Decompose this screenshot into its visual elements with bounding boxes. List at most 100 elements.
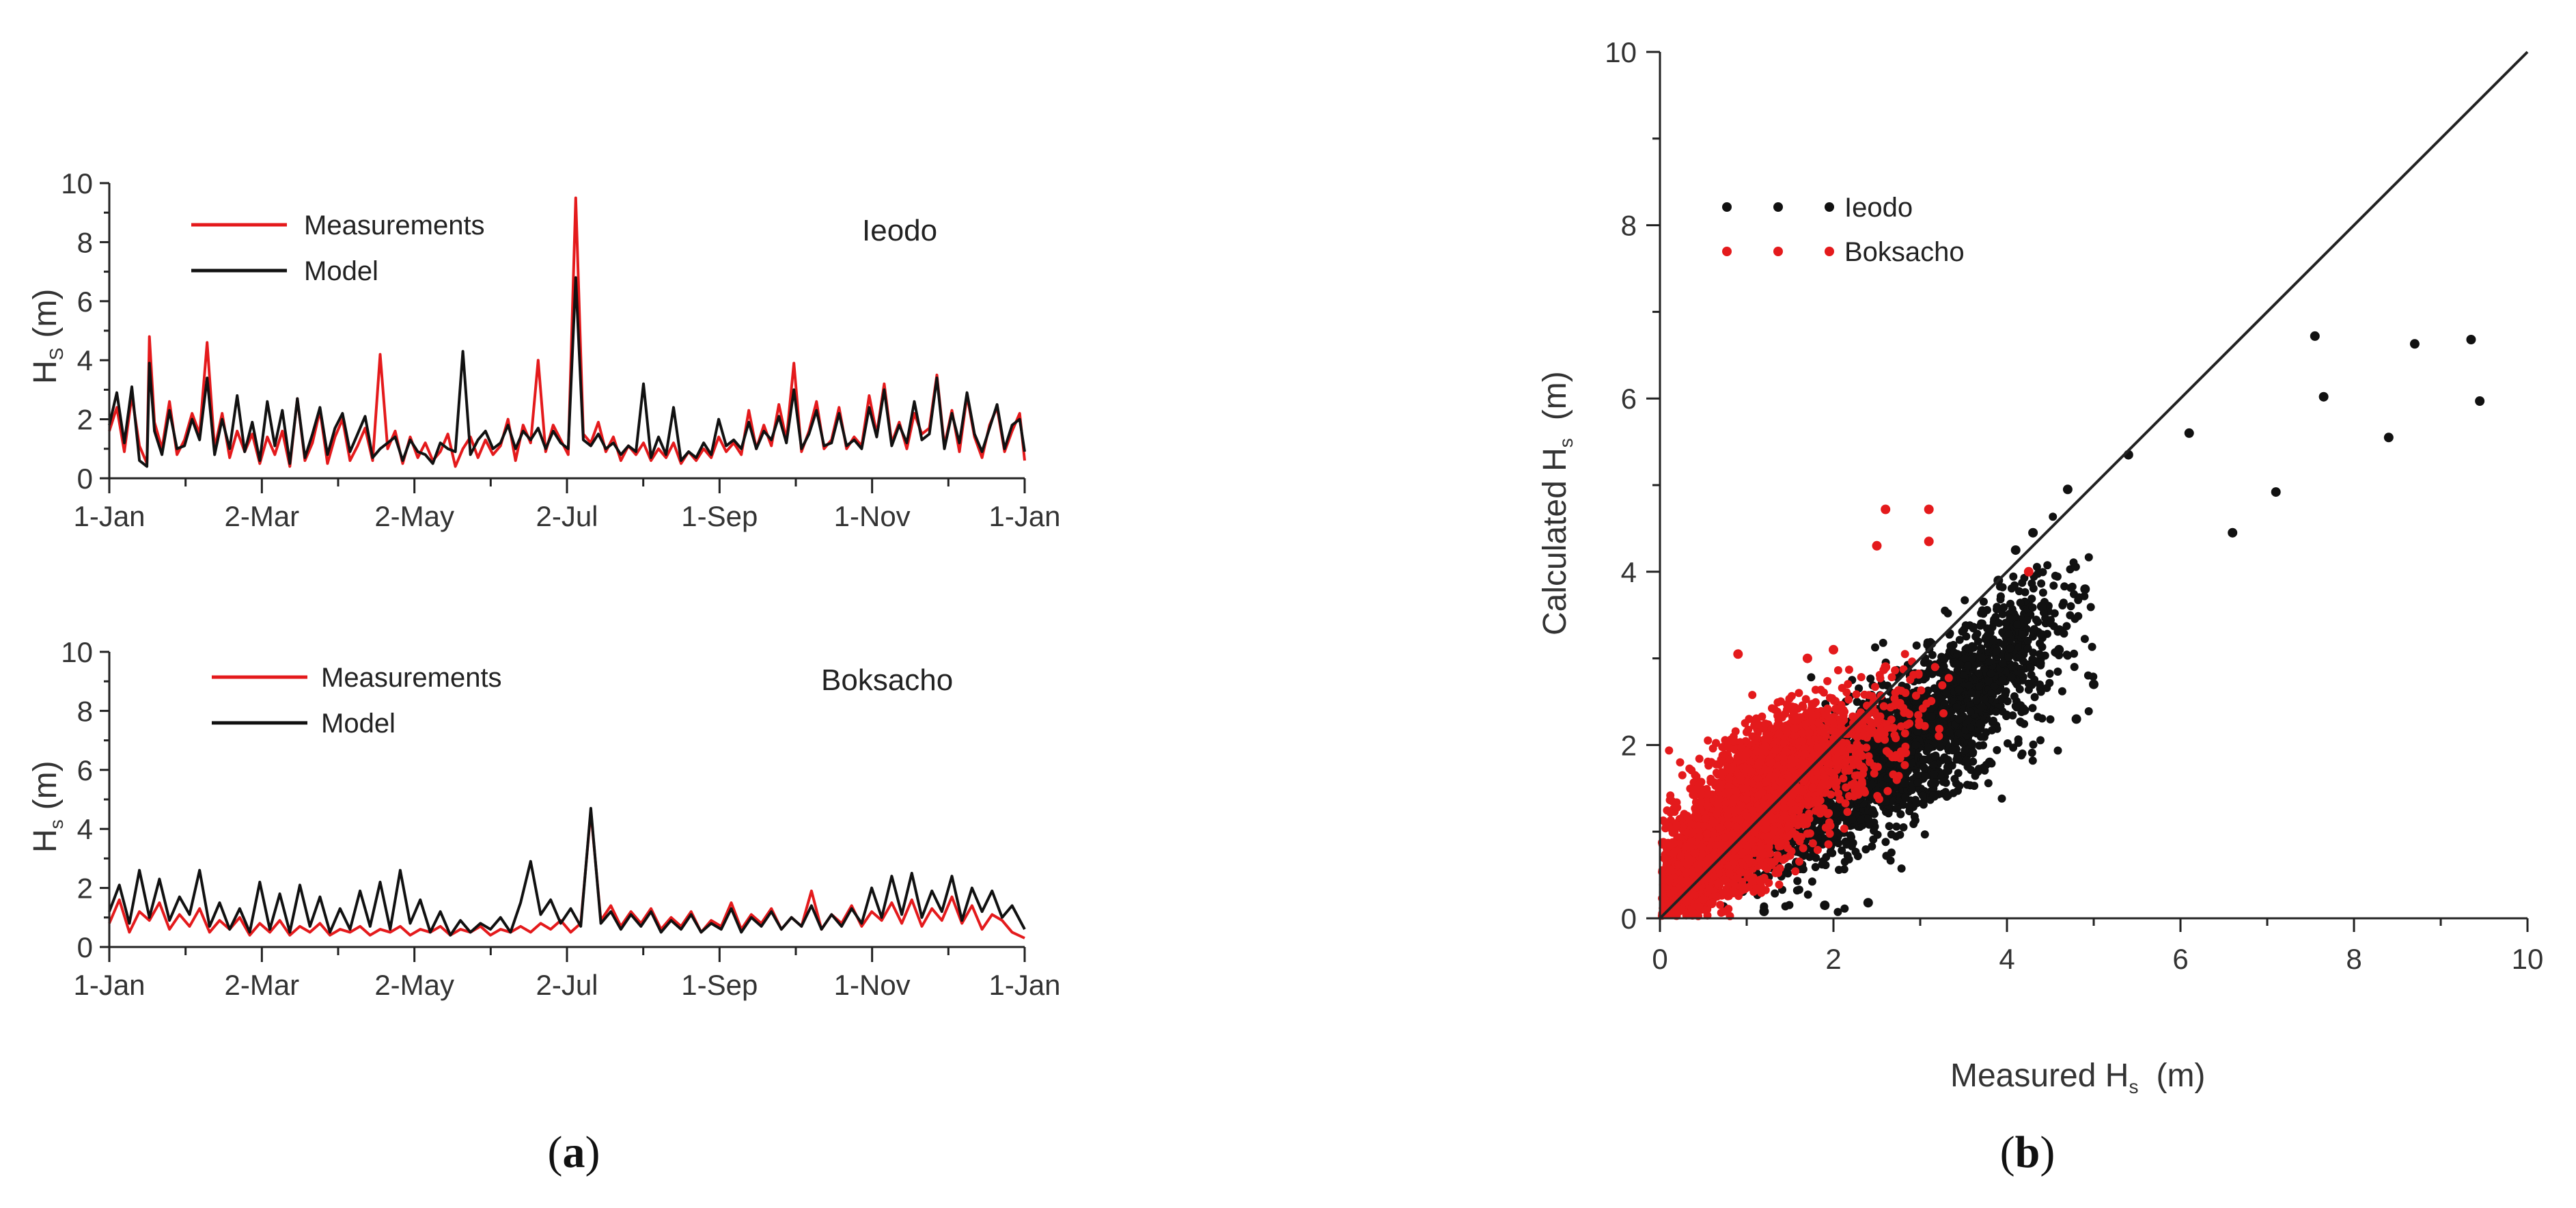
scatter-point: [1979, 597, 1988, 606]
scatter-point: [2015, 685, 2024, 694]
scatter-point: [2043, 561, 2052, 570]
scatter-point: [1885, 822, 1894, 831]
scatter-point: [1771, 889, 1779, 898]
scatter-point: [2024, 679, 2033, 688]
scatter-point: [1966, 707, 1975, 716]
scatter-point: [1961, 621, 1970, 630]
scatter-point: [1969, 757, 1978, 766]
scatter-point: [1928, 650, 1937, 659]
scatter-point: [1952, 702, 1961, 711]
scatter-point: [2035, 650, 2044, 659]
scatter-point: [2027, 748, 2036, 757]
scatter-point: [1952, 739, 1961, 747]
scatter-point: [2030, 624, 2038, 633]
scatter-point: [2054, 644, 2064, 655]
ieodo-y-tick-label: 6: [77, 286, 93, 318]
scatter-point: [2271, 487, 2281, 497]
scatter-point: [1834, 839, 1843, 848]
ieodo-y-label-sub: S: [46, 348, 67, 361]
scatter-point: [1975, 682, 1984, 691]
scatter-point: [1870, 810, 1879, 819]
scatter-point: [1886, 856, 1895, 865]
scatter-point: [2058, 601, 2067, 609]
scatter-point: [2045, 670, 2054, 678]
boksacho-series-measurements: [108, 810, 1025, 939]
scatter-point: [1965, 681, 1973, 690]
scatter-point: [1750, 849, 1759, 857]
scatter-point: [1713, 800, 1722, 809]
scatter-point: [2063, 651, 2072, 660]
ieodo-y-tick-label: 4: [77, 344, 93, 376]
scatter-point: [1980, 766, 1989, 775]
scatter-point: [2066, 611, 2075, 620]
scatter-point: [1896, 830, 1905, 839]
scatter-point: [1970, 782, 1979, 791]
legend-label-measurements: Measurements: [321, 663, 502, 693]
scatter-point: [2023, 636, 2032, 645]
scatter-point: [1808, 877, 1816, 886]
scatter-point: [1996, 595, 2005, 604]
scatter-point: [2036, 601, 2047, 612]
scatter-point: [1920, 830, 1929, 839]
scatter-point: [2053, 746, 2062, 755]
scatter-point: [2080, 584, 2090, 594]
scatter-point: [1954, 729, 1963, 738]
boksacho-x-tick-label: 2-May: [374, 969, 454, 1001]
scatter-point: [1899, 823, 1908, 832]
scatter-point: [1703, 801, 1712, 810]
scatter-point: [1838, 846, 1846, 855]
scatter-point: [1928, 778, 1937, 786]
ieodo-x-tick-label: 1-Sep: [681, 500, 758, 532]
scatter-point: [1884, 809, 1893, 818]
scatter-point: [1986, 669, 1995, 678]
scatter-point: [1822, 853, 1831, 862]
scatter-point: [1969, 661, 1978, 670]
scatter-point: [2074, 596, 2083, 605]
scatter-point: [1881, 797, 1890, 806]
ieodo-y-tick-label: 0: [77, 463, 93, 495]
boksacho-x-tick-label: 1-Sep: [681, 969, 758, 1001]
scatter-point: [1930, 684, 1939, 693]
scatter-point: [1811, 863, 1820, 871]
scatter-point: [1863, 898, 1873, 908]
scatter-point: [1997, 794, 2006, 803]
scatter-point: [2029, 740, 2038, 749]
scatter-point: [1943, 756, 1952, 764]
scatter-point: [1851, 847, 1860, 856]
scatter-point: [1945, 728, 1954, 737]
ieodo-y-label-main: H: [27, 360, 64, 384]
scatter-point: [1948, 746, 1957, 755]
boksacho-y-tick-label: 10: [61, 636, 93, 668]
scatter-point: [2027, 579, 2036, 588]
scatter-point: [1919, 763, 1928, 771]
scatter-point: [2086, 603, 2095, 612]
scatter-point: [1833, 907, 1842, 916]
scatter-point: [1889, 743, 1898, 752]
scatter-point: [1676, 758, 1685, 767]
scatter-point: [1831, 810, 1840, 819]
scatter-point: [2001, 690, 2010, 699]
scatter-point: [1868, 780, 1876, 788]
scatter-point: [1999, 640, 2008, 649]
scatter-point: [1776, 838, 1785, 847]
scatter-point: [2028, 704, 2037, 713]
scatter-point: [1935, 694, 1943, 702]
scatter-point: [2023, 616, 2032, 624]
scatter-point: [1795, 857, 1803, 866]
legend-label-model: Model: [321, 709, 396, 739]
scatter-point: [2006, 644, 2015, 653]
scatter-point: [2409, 339, 2420, 349]
scatter-point: [1976, 621, 1985, 630]
scatter-point: [2062, 622, 2071, 631]
scatter-point: [2475, 396, 2485, 406]
scatter-point: [1949, 788, 1958, 797]
scatter-point: [1744, 725, 1753, 734]
ieodo-x-tick-label: 1-Jan: [988, 500, 1060, 532]
scatter-point: [2466, 335, 2476, 344]
boksacho-y-tick-label: 2: [77, 873, 93, 905]
scatter-point: [1977, 644, 1986, 653]
scatter-point: [1872, 756, 1881, 765]
scatter-point: [2053, 668, 2062, 676]
